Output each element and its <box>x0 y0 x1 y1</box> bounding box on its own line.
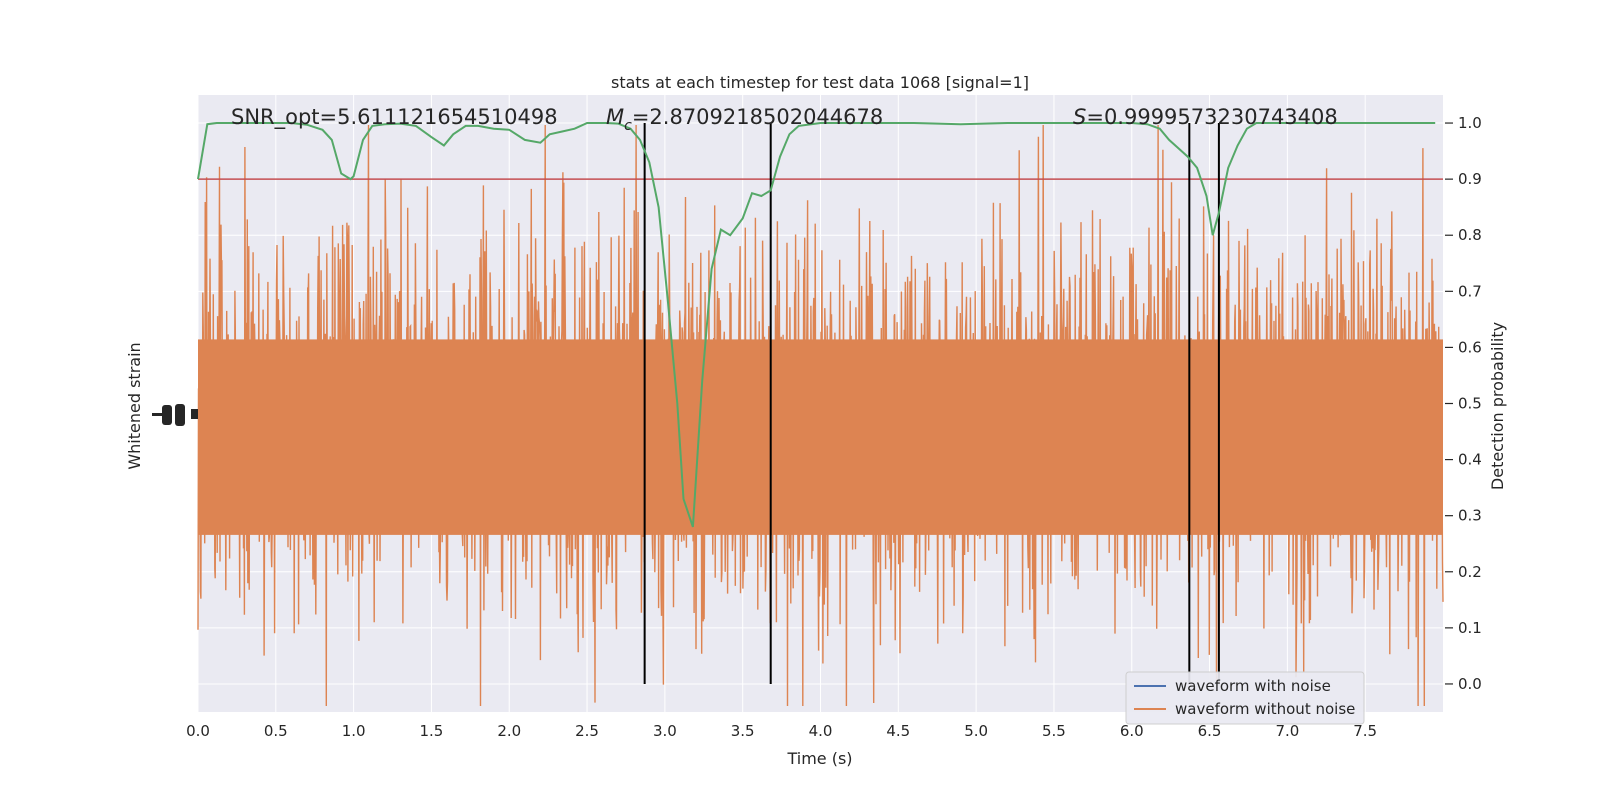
y-right-tick-label-1: 0.1 <box>1458 619 1482 637</box>
y-right-tick-label-5: 0.5 <box>1458 395 1482 413</box>
legend-box <box>1125 671 1365 725</box>
y-right-tick-label-10: 1.0 <box>1458 114 1482 132</box>
x-tick-label-14: 7.0 <box>1275 722 1299 740</box>
chirp-mass-subscript: c <box>624 118 632 134</box>
y-right-tick-label-9: 0.9 <box>1458 170 1482 188</box>
x-tick-label-1: 0.5 <box>264 722 288 740</box>
detection-stat-symbol: S <box>1073 105 1086 129</box>
chirp-mass-annotation: Mc=2.8709218502044678 <box>606 105 883 134</box>
x-tick-label-13: 6.5 <box>1198 722 1222 740</box>
y-axis-right-label: Detection probability <box>1488 322 1507 490</box>
chart-title: stats at each timestep for test data 106… <box>611 73 1029 92</box>
y-right-tick-label-2: 0.2 <box>1458 563 1482 581</box>
y-right-tick-label-0: 0.0 <box>1458 675 1482 693</box>
y-right-tick-label-7: 0.7 <box>1458 282 1482 300</box>
x-tick-label-10: 5.0 <box>964 722 988 740</box>
legend: waveform with noise waveform without noi… <box>1125 671 1365 725</box>
y-right-tick-label-8: 0.8 <box>1458 226 1482 244</box>
waveform-without-noise-series <box>197 124 1444 707</box>
x-tick-label-12: 6.0 <box>1120 722 1144 740</box>
chirp-mass-symbol: M <box>606 105 624 129</box>
y-axis-left-label: Whitened strain <box>125 342 144 469</box>
chirp-mass-value: =2.8709218502044678 <box>632 105 883 129</box>
y-right-tick-label-4: 0.4 <box>1458 451 1482 469</box>
x-tick-label-6: 3.0 <box>653 722 677 740</box>
legend-label-without-noise: waveform without noise <box>1175 700 1355 718</box>
snr-annotation: SNR_opt=5.611121654510498 <box>231 105 558 130</box>
noise-dense-core <box>198 339 1443 535</box>
detection-probability-line <box>197 122 1436 528</box>
x-tick-label-15: 7.5 <box>1353 722 1377 740</box>
x-tick-label-11: 5.5 <box>1042 722 1066 740</box>
x-tick-label-0: 0.0 <box>186 722 210 740</box>
y-right-axis-ticks: 0.0 0.1 0.2 0.3 0.4 0.5 0.6 0.7 0.8 0.9 1.0 <box>1445 114 1482 693</box>
x-axis-ticks: 0.0 0.5 1.0 1.5 2.0 2.5 3.0 3.5 4.0 4.5 5.0 5.5 6.0 6… <box>186 722 1377 740</box>
x-tick-label-3: 1.5 <box>420 722 444 740</box>
x-axis-label: Time (s) <box>786 749 852 768</box>
left-axis-tick-clutter <box>152 404 198 426</box>
y-right-tick-label-6: 0.6 <box>1458 338 1482 356</box>
detection-stat-annotation: S=0.9999573230743408 <box>1073 105 1338 129</box>
x-tick-label-9: 4.5 <box>886 722 910 740</box>
detection-stat-value: =0.9999573230743408 <box>1086 105 1337 129</box>
y-right-tick-label-3: 0.3 <box>1458 507 1482 525</box>
x-tick-label-7: 3.5 <box>731 722 755 740</box>
x-tick-label-8: 4.0 <box>809 722 833 740</box>
x-tick-label-4: 2.0 <box>497 722 521 740</box>
x-tick-label-5: 2.5 <box>575 722 599 740</box>
x-tick-label-2: 1.0 <box>342 722 366 740</box>
legend-label-with-noise: waveform with noise <box>1175 677 1331 695</box>
